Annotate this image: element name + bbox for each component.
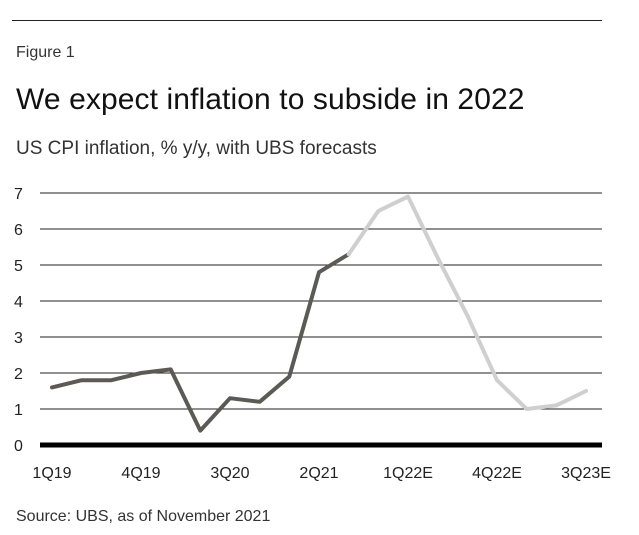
y-tick-label-5: 5 [14, 258, 23, 275]
y-tick-label-3: 3 [14, 330, 23, 347]
x-tick-label-2q21: 2Q21 [299, 465, 338, 482]
x-tick-label-3q20: 3Q20 [210, 465, 249, 482]
y-tick-label-7: 7 [14, 186, 23, 203]
y-tick-label-1: 1 [14, 402, 23, 419]
x-tick-label-3q23e: 3Q23E [561, 465, 611, 482]
series-line-actual [50, 252, 351, 433]
y-tick-label-0: 0 [14, 438, 23, 455]
series-line-forecast [346, 194, 588, 411]
top-rule [12, 20, 602, 21]
y-tick-label-4: 4 [14, 294, 23, 311]
x-tick-label-1q19: 1Q19 [32, 465, 71, 482]
chart-title: We expect inflation to subside in 2022 [16, 83, 525, 116]
x-tick-label-1q22e: 1Q22E [383, 465, 433, 482]
y-tick-label-6: 6 [14, 222, 23, 239]
y-tick-label-2: 2 [14, 366, 23, 383]
x-tick-label-4q19: 4Q19 [121, 465, 160, 482]
chart-subtitle: US CPI inflation, % y/y, with UBS foreca… [16, 138, 377, 159]
source-note: Source: UBS, as of November 2021 [16, 508, 271, 525]
figure-label: Figure 1 [16, 44, 75, 61]
x-tick-label-4q22e: 4Q22E [472, 465, 522, 482]
